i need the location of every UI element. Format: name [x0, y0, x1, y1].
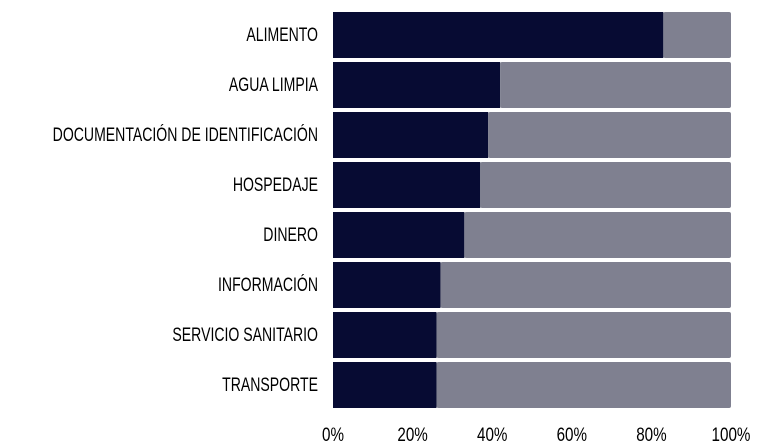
bar-segment	[333, 12, 664, 58]
x-tick-label: 60%	[557, 425, 588, 446]
y-tick-label: TRANSPORTE	[222, 375, 318, 396]
bar-segment	[333, 262, 441, 308]
x-tick-label: 40%	[477, 425, 508, 446]
bar-segment	[440, 262, 731, 308]
bar-segment	[333, 112, 489, 158]
x-tick-label: 20%	[397, 425, 428, 446]
bar-segment	[480, 162, 731, 208]
bar-segment	[663, 12, 731, 58]
y-tick-label: DINERO	[263, 225, 318, 246]
y-tick-label: ALIMENTO	[246, 25, 318, 46]
bar-segment	[436, 362, 731, 408]
bar-segment	[464, 212, 731, 258]
bar-segment	[333, 212, 465, 258]
y-tick-label: INFORMACIÓN	[218, 274, 318, 296]
x-tick-label: 0%	[322, 425, 344, 446]
y-tick-label: DOCUMENTACIÓN DE IDENTIFICACIÓN	[53, 124, 318, 146]
bar-segment	[500, 62, 731, 108]
bar-segment	[436, 312, 731, 358]
bar-segment	[488, 112, 731, 158]
x-tick-label: 100%	[712, 425, 751, 446]
y-tick-label: AGUA LIMPIA	[229, 75, 318, 96]
bar-segment	[333, 162, 481, 208]
y-tick-label: SERVICIO SANITARIO	[172, 325, 318, 346]
x-tick-label: 80%	[636, 425, 667, 446]
y-tick-label: HOSPEDAJE	[233, 175, 318, 196]
bar-segment	[333, 62, 501, 108]
bar-segment	[333, 362, 437, 408]
bar-segment	[333, 312, 437, 358]
